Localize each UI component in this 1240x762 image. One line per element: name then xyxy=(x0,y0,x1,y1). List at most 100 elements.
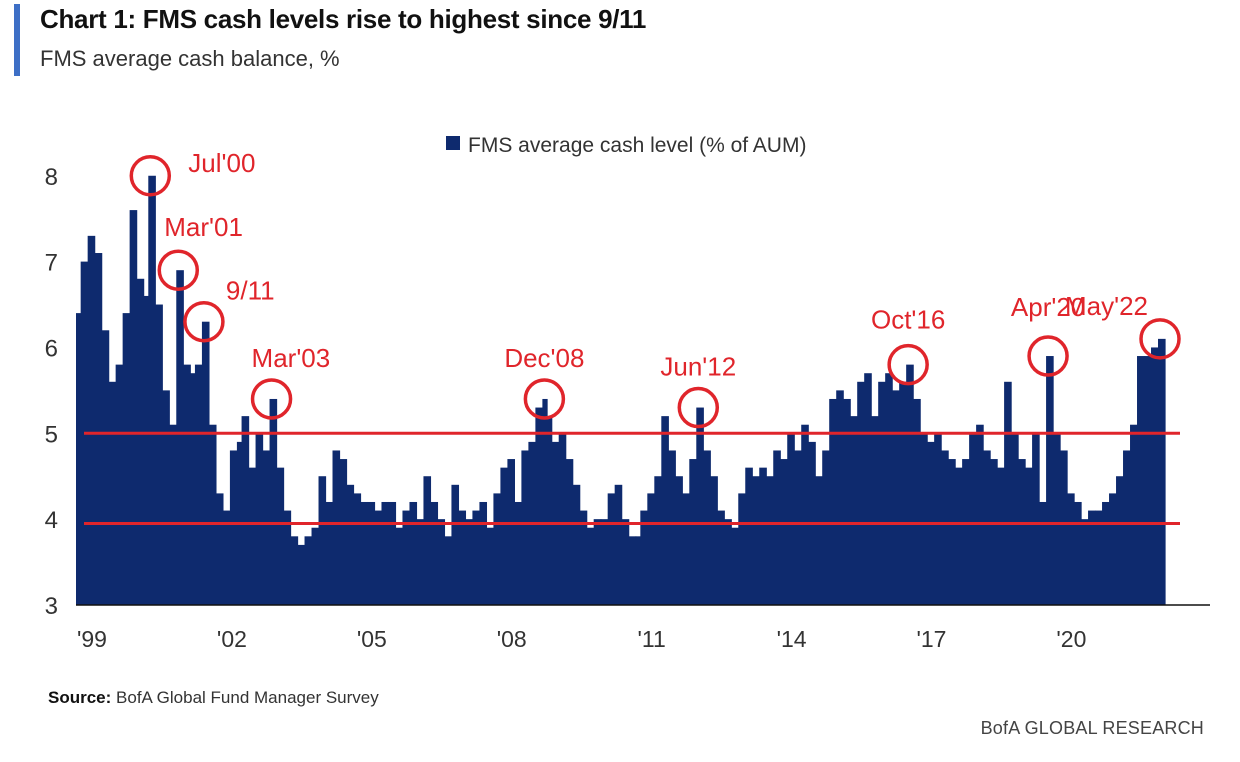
bar xyxy=(565,459,574,605)
bar xyxy=(920,433,928,605)
bar xyxy=(143,295,149,605)
bar xyxy=(1158,338,1166,605)
bar xyxy=(148,175,156,606)
bar xyxy=(201,321,210,605)
x-tick-label: '17 xyxy=(916,626,946,652)
bar xyxy=(1151,347,1159,605)
bar xyxy=(269,398,278,605)
bar xyxy=(374,510,383,605)
y-tick-label: 4 xyxy=(45,507,58,534)
bar xyxy=(829,398,837,605)
bar xyxy=(794,450,802,605)
bar xyxy=(430,501,439,605)
legend-swatch xyxy=(446,136,460,150)
bar xyxy=(913,398,921,605)
bar xyxy=(689,459,697,605)
bar xyxy=(87,235,96,605)
annotation-circle xyxy=(887,343,929,386)
bar xyxy=(1011,433,1019,605)
bar xyxy=(668,450,676,605)
x-tick-label: '08 xyxy=(497,626,527,652)
bar xyxy=(183,364,191,605)
bar xyxy=(129,210,138,605)
bar xyxy=(647,493,655,605)
bar xyxy=(801,424,809,605)
bar xyxy=(297,544,306,605)
bar xyxy=(493,493,502,605)
bar xyxy=(472,510,481,605)
bar xyxy=(248,467,257,605)
bar xyxy=(1039,501,1047,605)
bar xyxy=(850,416,858,605)
bar xyxy=(101,330,110,605)
annotation-label: Oct'16 xyxy=(871,305,945,335)
bar xyxy=(222,510,231,605)
source-label: Source: xyxy=(48,688,112,707)
y-tick-label: 7 xyxy=(45,250,58,277)
bar xyxy=(229,450,238,605)
bar xyxy=(465,519,474,605)
bar xyxy=(535,407,543,605)
bar xyxy=(815,476,823,605)
bar xyxy=(558,433,567,605)
bar xyxy=(857,381,865,605)
bar xyxy=(983,450,991,605)
bar-chart: 3 4 5 6 7 8 '99 '02 '05 '08 '11 '14 '17 '20 Jul'00 Mar… xyxy=(45,134,1210,652)
bar xyxy=(395,527,404,605)
y-tick-label: 3 xyxy=(45,593,58,620)
annotation-label: Mar'01 xyxy=(164,212,243,242)
annotation-label: Jul'00 xyxy=(188,148,255,178)
bar xyxy=(290,536,299,605)
bar xyxy=(600,519,609,605)
bar xyxy=(773,450,781,605)
bar xyxy=(318,476,327,605)
bar xyxy=(878,381,886,605)
annotation-label: Apr'20 xyxy=(1011,292,1085,322)
bar xyxy=(1046,356,1054,605)
bar xyxy=(1032,433,1040,605)
bar xyxy=(339,459,348,605)
bar xyxy=(416,519,425,605)
bars-layer xyxy=(76,175,1166,606)
bar xyxy=(745,467,753,605)
bar xyxy=(367,501,376,605)
x-tick-label: '20 xyxy=(1056,626,1086,652)
annotation-label: Jun'12 xyxy=(660,352,736,382)
bar xyxy=(899,381,907,605)
bar xyxy=(864,373,872,605)
bar xyxy=(1004,381,1012,605)
bar xyxy=(458,510,467,605)
bar xyxy=(276,467,285,605)
annotation-circle xyxy=(157,249,200,291)
bar xyxy=(169,424,177,605)
bar xyxy=(241,416,250,605)
bar xyxy=(1144,356,1152,605)
bar xyxy=(607,493,616,605)
bar xyxy=(423,476,432,605)
legend: FMS average cash level (% of AUM) xyxy=(446,134,806,157)
bar xyxy=(1060,450,1068,605)
bar xyxy=(621,519,630,605)
bar xyxy=(1053,433,1061,605)
bar xyxy=(724,519,732,605)
bar xyxy=(1088,510,1096,605)
bar xyxy=(934,433,942,605)
bar xyxy=(500,467,509,605)
x-tick-label: '11 xyxy=(638,626,666,652)
y-tick-label: 6 xyxy=(45,335,58,362)
bar xyxy=(822,450,830,605)
bar xyxy=(654,476,662,605)
bar xyxy=(325,501,334,605)
annotation-circle xyxy=(183,300,225,343)
bar xyxy=(593,519,602,605)
bar xyxy=(353,493,362,605)
brand-label: BofA GLOBAL RESEARCH xyxy=(980,718,1204,738)
bar xyxy=(696,407,704,605)
bar xyxy=(76,313,82,605)
annotation-circle xyxy=(129,155,172,197)
bar xyxy=(752,476,760,605)
annotation-circle xyxy=(1027,335,1069,377)
bar xyxy=(635,536,641,605)
bar xyxy=(969,433,977,605)
bar xyxy=(871,416,879,605)
